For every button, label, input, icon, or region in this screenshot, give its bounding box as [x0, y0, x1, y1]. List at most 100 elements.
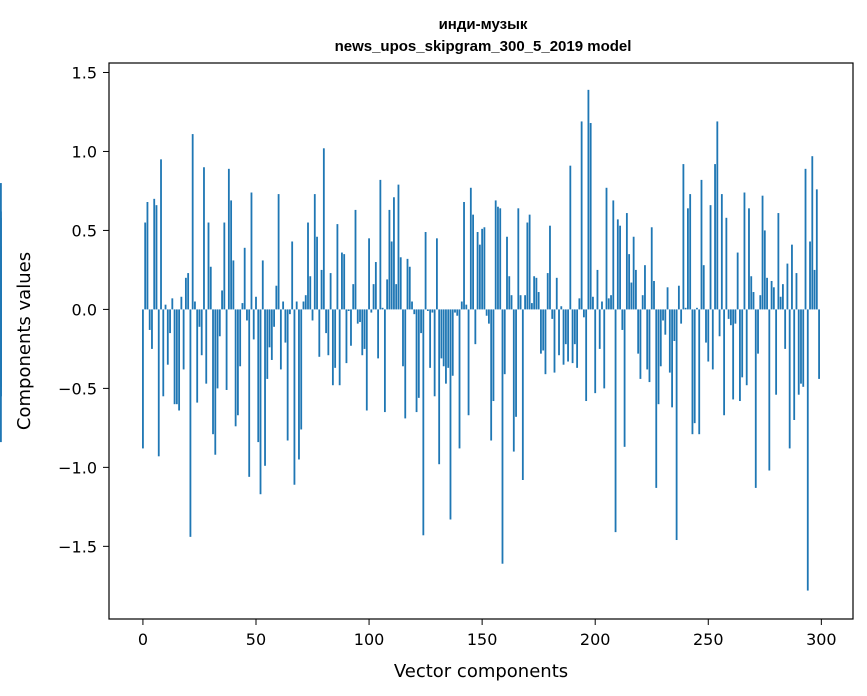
bar-84: [331, 309, 334, 386]
x-tick-label-150: 150: [467, 630, 498, 649]
bar-274: [761, 195, 764, 310]
bar-54: [264, 309, 266, 466]
bar-11: [166, 309, 169, 365]
bar-undefined: [0, 211, 2, 310]
bar-196: [585, 309, 588, 402]
bar-155: [492, 309, 495, 402]
bar-282: [779, 296, 782, 310]
bar-24: [196, 309, 199, 403]
bar-219: [637, 309, 640, 354]
bar-114: [399, 257, 402, 310]
bar-103: [374, 262, 377, 310]
bar-269: [750, 276, 753, 310]
bar-242: [689, 194, 692, 310]
bar-2: [146, 202, 149, 310]
bar-184: [558, 309, 560, 356]
bar-143: [465, 304, 468, 310]
bar-72: [304, 295, 307, 310]
bar-130: [436, 238, 438, 310]
bar-278: [770, 280, 773, 310]
bar-80: [322, 148, 325, 310]
bar-221: [641, 295, 644, 310]
bar-128: [431, 309, 434, 313]
bar-237: [677, 285, 680, 310]
bar-5: [153, 198, 156, 310]
bar-131: [438, 309, 441, 465]
x-axis-ticks: 0 50 100 150 200 250 300: [138, 619, 837, 649]
bar-209: [614, 309, 617, 533]
bar-158: [499, 208, 502, 310]
bar-79: [320, 269, 323, 310]
bar-82: [327, 309, 330, 356]
bar-40: [232, 260, 235, 310]
bar-202: [598, 309, 601, 349]
bar-85: [334, 309, 337, 368]
bar-257: [723, 309, 726, 416]
bar-51: [257, 309, 260, 443]
bar-162: [508, 276, 511, 310]
bar-39: [230, 200, 233, 310]
bar-127: [429, 309, 432, 368]
bar-98: [363, 309, 366, 349]
bar-268: [748, 208, 750, 310]
bar-146: [472, 214, 474, 310]
bar-129: [433, 309, 436, 397]
bar-94: [354, 209, 357, 310]
bar-232: [666, 287, 669, 310]
y-tick-label-2: −0.5: [58, 379, 97, 398]
bar-41: [234, 309, 237, 427]
bar-14: [173, 309, 176, 405]
bar-153: [488, 309, 490, 324]
bar-276: [766, 277, 768, 310]
bar-89: [343, 254, 346, 310]
bar-261: [732, 309, 735, 400]
bar-224: [648, 309, 651, 383]
bar-236: [675, 309, 678, 541]
bar-226: [653, 280, 655, 310]
bar-172: [530, 303, 533, 310]
bar-93: [352, 284, 355, 310]
bar-265: [741, 309, 744, 378]
bar-285: [786, 263, 789, 310]
bar-191: [573, 309, 576, 345]
bar-35: [221, 290, 223, 310]
bar-77: [316, 236, 318, 310]
bar-86: [336, 224, 339, 310]
bar-95: [356, 309, 359, 324]
bar-115: [402, 309, 404, 367]
bar-188: [567, 309, 569, 362]
bar-101: [370, 309, 373, 313]
bar-17: [180, 296, 183, 310]
bar-176: [540, 309, 542, 354]
bar-12: [169, 309, 171, 334]
bar-259: [727, 309, 730, 319]
bar-218: [635, 269, 637, 310]
bar-210: [616, 219, 619, 310]
bar-9: [162, 309, 165, 397]
bar-199: [592, 296, 594, 310]
bar-96: [359, 309, 361, 323]
bar-294: [806, 309, 809, 591]
bar-62: [282, 301, 285, 310]
bar-3: [148, 309, 151, 330]
bar-230: [662, 309, 664, 321]
bar-97: [361, 309, 364, 356]
bar-46: [246, 309, 248, 321]
bar-245: [696, 307, 698, 310]
bar-68: [295, 301, 298, 310]
bar-288: [793, 309, 796, 420]
bar-151: [483, 227, 486, 310]
bar-74: [309, 276, 312, 310]
bar-121: [415, 309, 418, 413]
bar-109: [388, 209, 391, 310]
bar-233: [668, 309, 671, 373]
bar-21: [189, 309, 192, 537]
bar-266: [743, 192, 746, 310]
bar-280: [775, 309, 778, 395]
bar-156: [494, 200, 497, 310]
bar-18: [182, 309, 185, 370]
bar-243: [691, 309, 694, 435]
bar-88: [341, 252, 343, 310]
bar-175: [537, 292, 540, 310]
bar-200: [594, 309, 597, 394]
